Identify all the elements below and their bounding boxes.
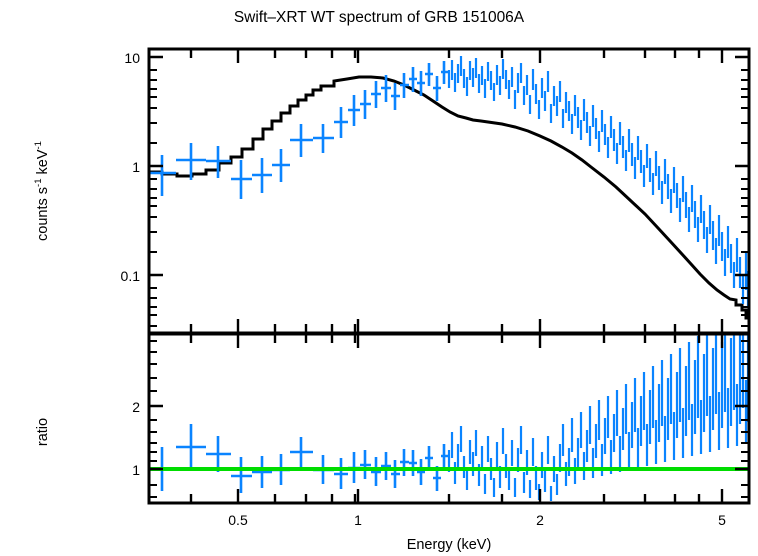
- main-y-tick-label-1: 1: [132, 159, 140, 175]
- main-y-major-ticks: [149, 55, 749, 277]
- ratio-y-major-ticks: [149, 404, 749, 471]
- main-x-ticks: [189, 49, 724, 333]
- plot-title: Swift–XRT WT spectrum of GRB 151006A: [234, 9, 525, 26]
- ratio-y-axis-title: ratio: [35, 418, 51, 446]
- main-y-tick-label-0.1: 0.1: [121, 268, 141, 284]
- x-tick-label-5: 5: [718, 512, 726, 528]
- y-axis-title-sup2: -1: [33, 141, 44, 149]
- x-axis-title: Energy (keV): [407, 537, 492, 553]
- main-y-tick-label-10: 10: [124, 50, 140, 66]
- y-axis-title-sup1: -1: [33, 179, 44, 187]
- ratio-data-points: [149, 334, 749, 501]
- y-axis-title-part1: counts s: [35, 187, 51, 241]
- ratio-x-ticks: [189, 334, 724, 503]
- ratio-panel: 2 1: [132, 332, 751, 505]
- ratio-y-tick-label-2: 2: [132, 399, 140, 415]
- ratio-y-minor-ticks: [149, 340, 749, 498]
- svg-text:counts s-1 keV-1: counts s-1 keV-1: [33, 141, 51, 241]
- y-axis-title-part2: keV: [35, 149, 51, 178]
- ratio-y-tick-label-1: 1: [132, 462, 140, 478]
- x-tick-label-0.5: 0.5: [228, 512, 248, 528]
- x-tick-label-1: 1: [354, 512, 362, 528]
- model-curve: [149, 75, 749, 320]
- spectrum-data-points: [149, 56, 749, 308]
- main-y-minor-ticks: [149, 69, 749, 327]
- x-tick-label-2: 2: [536, 512, 544, 528]
- svg-text:ratio: ratio: [35, 418, 51, 446]
- main-y-axis-title: counts s-1 keV-1: [33, 141, 51, 241]
